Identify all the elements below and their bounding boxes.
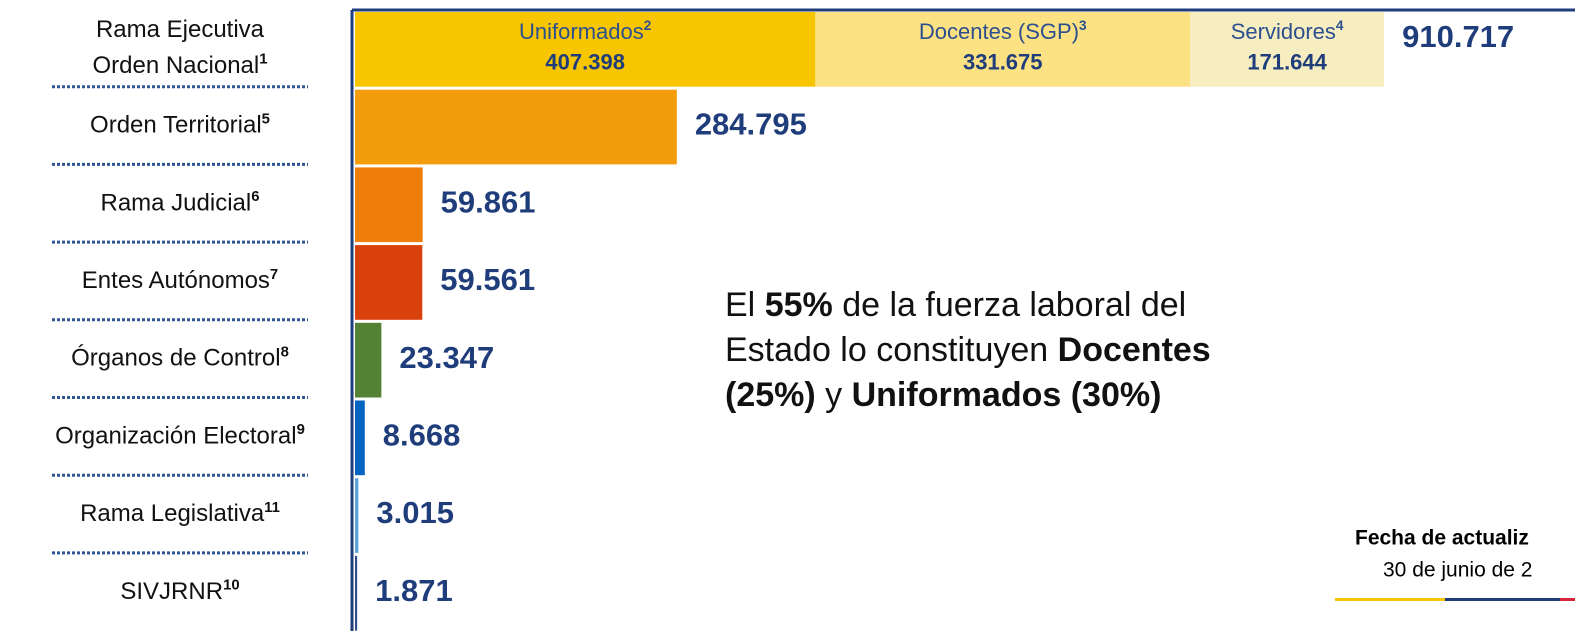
bar	[355, 245, 423, 320]
label-note: 10	[223, 577, 240, 593]
annotation: (25%) y Uniformados (30%)	[725, 376, 1161, 414]
label-note: 9	[297, 422, 305, 438]
value-label: 59.561	[440, 262, 535, 297]
label: Uniformados2	[519, 18, 652, 44]
label: Organización Electoral9	[55, 422, 305, 450]
label-text: Orden Nacional	[92, 52, 259, 79]
label-note: 8	[281, 344, 289, 360]
annotation: Estado lo constituyen Docentes	[725, 331, 1211, 369]
footer-date: 30 de junio de 2	[1383, 559, 1532, 582]
bar	[355, 322, 382, 398]
label-note: 3	[1079, 18, 1087, 33]
label: Orden Territorial5	[90, 111, 270, 139]
footer-stripe	[1445, 598, 1560, 601]
label-text: Rama Judicial	[100, 190, 251, 217]
bar-segment	[355, 12, 816, 87]
bar	[355, 89, 677, 165]
annotation-run: de la fuerza laboral del	[833, 286, 1186, 324]
label-note: 6	[251, 189, 259, 205]
label: Docentes (SGP)3	[919, 18, 1087, 44]
label-note: 4	[1336, 18, 1344, 33]
bar	[355, 167, 423, 243]
label-text: Rama Legislativa	[80, 500, 265, 527]
label-text: Uniformados	[519, 19, 644, 44]
label-text: Órganos de Control	[71, 345, 280, 372]
value-label: 23.347	[399, 340, 494, 375]
annotation-run: Uniformados (30%)	[852, 376, 1162, 414]
label-text: Orden Territorial	[90, 112, 262, 139]
label: SIVJRNR10	[120, 577, 239, 605]
label: Entes Autónomos7	[82, 267, 278, 295]
annotation-run: 55%	[765, 286, 833, 324]
footer-box	[1335, 511, 1575, 601]
footer-title: Fecha de actualiz	[1355, 527, 1529, 550]
label: Orden Nacional1	[92, 52, 267, 80]
footer-stripe	[1560, 598, 1575, 601]
footer-stripe	[1335, 598, 1445, 601]
value-label: 1.871	[375, 573, 453, 608]
value-label: 910.717	[1402, 19, 1514, 54]
label-note: 2	[644, 18, 652, 33]
value-label: 284.795	[695, 107, 807, 142]
annotation-run: El	[725, 286, 765, 324]
annotation: El 55% de la fuerza laboral del	[725, 286, 1186, 324]
annotation-run: y	[816, 376, 852, 414]
label: Servidores4	[1231, 18, 1344, 44]
label-text: Servidores	[1231, 19, 1336, 44]
label-note: 1	[259, 52, 267, 68]
label-text: Entes Autónomos	[82, 267, 270, 294]
label-note: 5	[262, 111, 270, 127]
bar-segment	[1190, 12, 1385, 87]
label-note: 7	[270, 267, 278, 283]
segment-value: 407.398	[545, 50, 625, 75]
label: Rama Legislativa11	[80, 500, 280, 528]
label-text: Docentes (SGP)	[919, 19, 1079, 44]
annotation-run: (25%)	[725, 376, 816, 414]
annotation-run: Estado lo constituyen	[725, 331, 1058, 369]
category-label: Rama Ejecutiva	[96, 16, 265, 43]
bar-segment	[815, 12, 1191, 87]
value-label: 59.861	[441, 184, 536, 219]
label: Rama Judicial6	[100, 189, 259, 217]
bar	[355, 555, 358, 631]
value-label: 3.015	[376, 495, 454, 530]
segment-value: 331.675	[963, 50, 1043, 75]
label: Órganos de Control8	[71, 344, 289, 372]
bar	[355, 478, 359, 553]
label-note: 11	[264, 500, 280, 516]
label-text: Organización Electoral	[55, 423, 296, 450]
annotation-run: Docentes	[1058, 331, 1211, 369]
segment-value: 171.644	[1247, 50, 1327, 75]
label-text: SIVJRNR	[120, 578, 223, 605]
value-label: 8.668	[383, 418, 461, 453]
bar	[355, 400, 365, 476]
